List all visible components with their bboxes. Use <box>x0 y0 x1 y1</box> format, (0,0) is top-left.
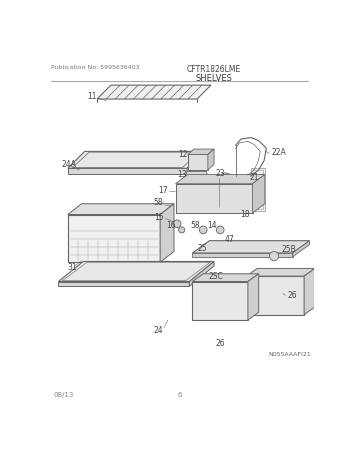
Polygon shape <box>193 253 293 257</box>
Circle shape <box>270 251 279 261</box>
Circle shape <box>173 220 181 227</box>
Text: 17: 17 <box>159 186 168 195</box>
Text: 11: 11 <box>88 92 97 101</box>
Circle shape <box>178 227 185 233</box>
Text: Publication No: 5995636403: Publication No: 5995636403 <box>51 65 139 70</box>
Text: 31: 31 <box>68 263 77 272</box>
Circle shape <box>199 226 207 234</box>
Polygon shape <box>68 204 174 215</box>
Circle shape <box>216 226 224 234</box>
Polygon shape <box>68 151 204 169</box>
Text: SHELVES: SHELVES <box>196 74 232 83</box>
Text: 2SC: 2SC <box>208 272 223 280</box>
Polygon shape <box>304 269 315 315</box>
Circle shape <box>240 202 250 212</box>
Polygon shape <box>293 241 309 257</box>
Text: 15: 15 <box>154 213 163 222</box>
Polygon shape <box>246 269 315 276</box>
Polygon shape <box>248 274 259 320</box>
Polygon shape <box>68 169 187 174</box>
Text: 13: 13 <box>177 170 187 179</box>
Text: 24: 24 <box>154 326 163 334</box>
Text: 58: 58 <box>154 198 163 207</box>
Polygon shape <box>97 85 211 99</box>
Text: 24A: 24A <box>62 160 76 169</box>
Text: CFTR1826LME: CFTR1826LME <box>187 65 241 74</box>
Polygon shape <box>68 215 160 262</box>
Polygon shape <box>186 171 208 176</box>
Text: 58: 58 <box>191 221 200 230</box>
Polygon shape <box>176 174 265 184</box>
Text: 6: 6 <box>177 392 182 398</box>
Polygon shape <box>193 274 259 281</box>
Text: 26: 26 <box>215 338 225 347</box>
Polygon shape <box>187 151 204 174</box>
Polygon shape <box>246 276 304 315</box>
Polygon shape <box>251 169 265 211</box>
Polygon shape <box>193 241 309 253</box>
Text: 16: 16 <box>166 221 176 230</box>
Text: 08/13: 08/13 <box>54 392 74 398</box>
Text: 25B: 25B <box>282 246 296 255</box>
Polygon shape <box>188 154 208 170</box>
Text: 21: 21 <box>249 173 259 182</box>
Text: 26: 26 <box>287 291 297 300</box>
Text: N055AAAFI21: N055AAAFI21 <box>268 352 311 357</box>
Polygon shape <box>189 261 214 286</box>
Text: 14: 14 <box>208 221 217 230</box>
Polygon shape <box>160 204 174 262</box>
Polygon shape <box>188 149 214 154</box>
Polygon shape <box>208 149 214 170</box>
Text: 25: 25 <box>198 244 207 253</box>
Text: 22A: 22A <box>272 149 287 158</box>
Polygon shape <box>193 281 248 320</box>
Text: 12: 12 <box>178 150 188 159</box>
Text: 18: 18 <box>240 210 250 219</box>
Text: 23: 23 <box>215 169 225 178</box>
Polygon shape <box>253 174 265 213</box>
Polygon shape <box>58 281 189 286</box>
Polygon shape <box>58 261 214 281</box>
Polygon shape <box>176 184 253 213</box>
Text: 47: 47 <box>225 235 234 244</box>
Circle shape <box>219 173 232 187</box>
